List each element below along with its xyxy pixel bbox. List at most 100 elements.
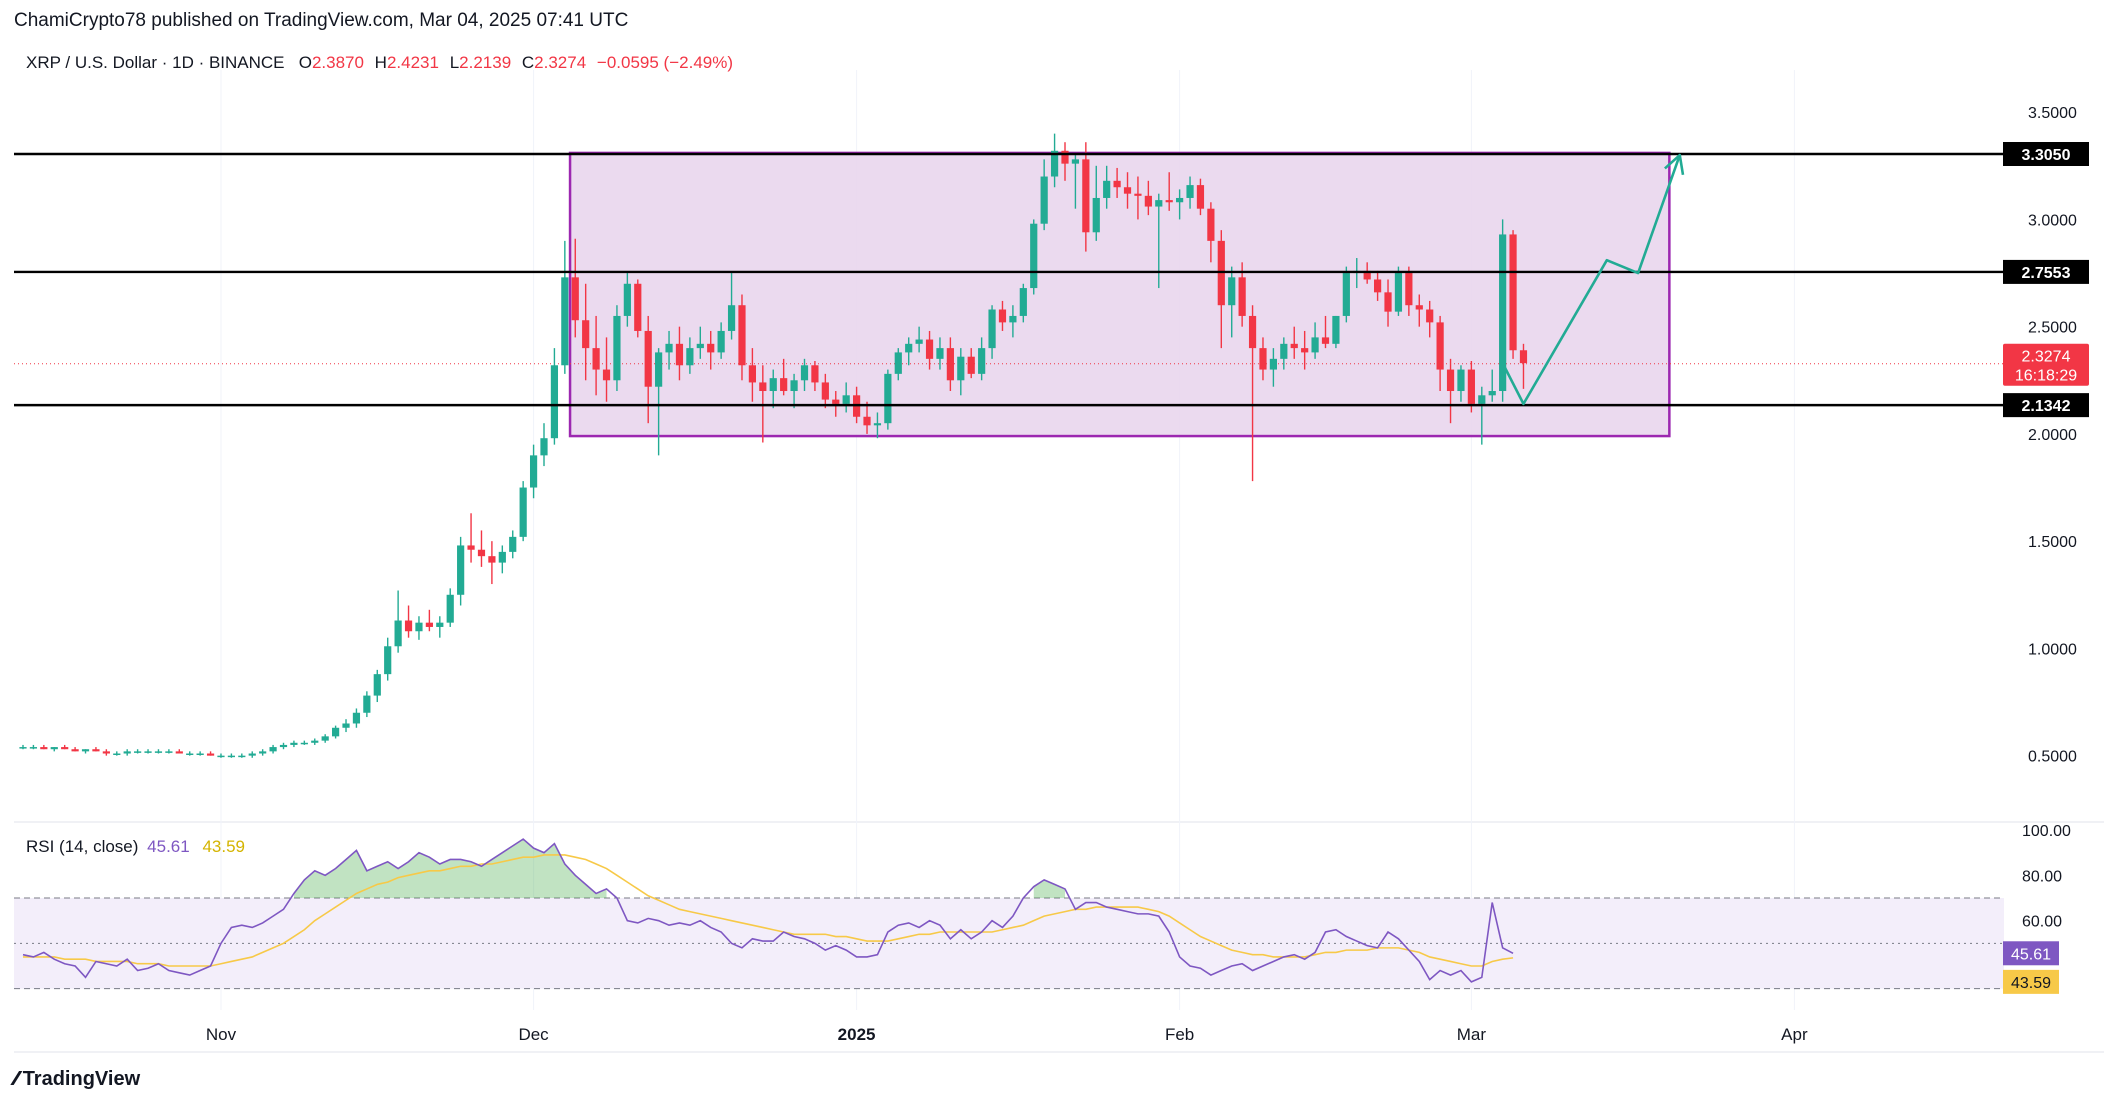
candle-body	[988, 309, 996, 349]
candle-body	[1426, 309, 1434, 323]
candle-body	[1311, 337, 1319, 353]
candle-body	[915, 339, 923, 344]
candle-body	[905, 343, 913, 353]
candle-body	[1123, 187, 1132, 194]
x-axis-tick: Feb	[1165, 1025, 1194, 1044]
candle-body	[81, 749, 90, 752]
candle-body	[727, 305, 736, 331]
footer-brand-label: TradingView	[22, 1068, 141, 1090]
candle-body	[154, 751, 163, 753]
candle-body	[71, 749, 79, 752]
candle-body	[1165, 200, 1173, 203]
rsi-axis-tick: 80.00	[2022, 868, 2062, 885]
candle-body	[644, 330, 652, 387]
candle-body	[1436, 322, 1444, 370]
candle-body	[1207, 208, 1215, 241]
symbol-name: XRP / U.S. Dollar · 1D · BINANCE	[26, 53, 285, 72]
candle-body	[1155, 200, 1163, 207]
candle-body	[290, 742, 298, 745]
candle-body	[1384, 292, 1392, 312]
candle-body	[457, 545, 465, 595]
candle-body	[623, 283, 631, 316]
candle-body	[717, 330, 725, 353]
candle-body	[821, 382, 829, 400]
rsi-label: RSI (14, close)	[26, 837, 139, 856]
current-price-label: 2.3274	[2022, 349, 2071, 366]
candle-body	[29, 747, 38, 749]
candle-body	[1290, 343, 1298, 349]
open-value: 2.3870	[311, 53, 364, 72]
candle-body	[1248, 315, 1257, 349]
current-price-tag	[2003, 343, 2089, 386]
candle-body	[707, 343, 715, 353]
candle-body	[863, 416, 871, 426]
candle-body	[998, 309, 1007, 323]
rsi-ma-line	[23, 854, 1514, 967]
candle-body	[1374, 279, 1382, 293]
candle-body	[1144, 195, 1152, 207]
candle-body	[1488, 391, 1496, 396]
candle-body	[1050, 150, 1059, 177]
level-price-tag	[2003, 393, 2089, 418]
candle-body	[1259, 348, 1267, 370]
candle-body	[582, 320, 590, 349]
level-price-label: 2.1342	[2022, 398, 2071, 415]
candle-body	[592, 348, 600, 370]
candle-body	[1103, 180, 1111, 198]
candle-body	[248, 753, 256, 756]
candle-body	[113, 753, 121, 756]
price-chart[interactable]: 3.3050 2.7553 2.1342 3.5000 3.0000 2.5000 2.00…	[0, 0, 2114, 1060]
close-label: C	[521, 53, 535, 72]
candle-body	[436, 622, 444, 627]
candle-body	[1030, 223, 1038, 289]
rsi-axis-tick: 100.00	[2022, 823, 2071, 840]
level-price-label: 2.7553	[2022, 265, 2071, 282]
level-price-tag	[2003, 259, 2089, 284]
candle-body	[925, 339, 934, 359]
projection-arrow-head	[1664, 153, 1685, 176]
candle-body	[415, 622, 423, 632]
rsi-ma-value-label: 43.59	[2011, 975, 2051, 992]
candle-body	[384, 646, 392, 675]
footer-brand[interactable]: ⁄⁄ TradingView	[14, 1068, 140, 1091]
candle-body	[769, 378, 777, 392]
open-label: O	[298, 53, 312, 72]
candle-body	[884, 373, 892, 424]
candle-body	[1499, 234, 1507, 392]
candle-body	[1040, 176, 1048, 224]
candle-body	[373, 674, 381, 696]
candle-body	[123, 751, 131, 754]
rsi-band-fill	[14, 898, 2004, 989]
low-value: 2.2139	[459, 53, 512, 72]
candle-body	[748, 365, 756, 383]
candle-body	[134, 751, 142, 753]
change-value: −0.0595 (−2.49%)	[596, 53, 734, 72]
range-box	[568, 151, 1671, 438]
candle-body	[61, 747, 69, 750]
candle-body	[92, 749, 100, 752]
candle-body	[1342, 273, 1350, 316]
level-price-tag	[2003, 142, 2089, 166]
candle-body	[300, 742, 308, 745]
candle-body	[967, 356, 975, 374]
candle-body	[1332, 315, 1340, 344]
candle-body	[613, 315, 621, 381]
candle-body	[894, 352, 902, 374]
candle-body	[602, 369, 611, 381]
symbol-legend: XRP / U.S. Dollar · 1D · BINANCE O2.3870…	[26, 53, 733, 73]
candle-body	[1478, 395, 1486, 404]
candle-body	[1280, 343, 1288, 359]
price-axis-tick: 2.0000	[2028, 427, 2077, 444]
close-value: 2.3274	[534, 53, 587, 72]
candle-body	[978, 348, 986, 374]
candle-body	[1519, 350, 1528, 364]
candle-body	[1238, 277, 1246, 316]
candle-body	[519, 487, 527, 537]
x-axis-tick: Apr	[1781, 1025, 1808, 1044]
tradingview-logo-icon: ⁄⁄	[14, 1068, 18, 1090]
rsi-legend-value: 45.61	[147, 837, 190, 856]
candle-body	[1113, 180, 1121, 188]
candle-body	[144, 751, 152, 753]
candle-body	[342, 723, 350, 728]
candle-body	[217, 755, 225, 758]
